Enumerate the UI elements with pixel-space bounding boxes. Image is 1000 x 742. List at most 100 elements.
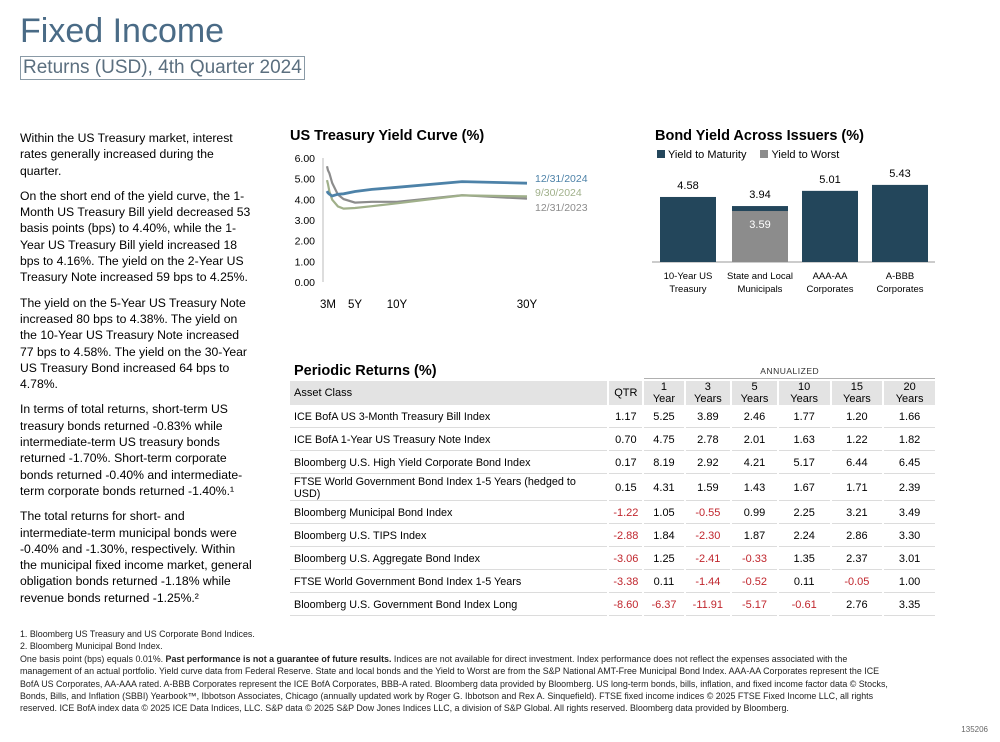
return-cell: -1.22 <box>609 503 643 524</box>
return-cell: 2.46 <box>732 407 777 428</box>
return-cell: 6.45 <box>884 453 935 474</box>
x-tick-label: 10Y <box>387 299 408 311</box>
asset-class-cell: Bloomberg U.S. Government Bond Index Lon… <box>290 595 608 616</box>
category-label: Municipals <box>738 284 783 295</box>
return-cell: 1.25 <box>644 549 684 570</box>
disclosure: One basis point (bps) equals 0.01%. Past… <box>20 653 900 715</box>
return-cell: -0.52 <box>732 572 777 593</box>
legend-swatch <box>760 150 769 158</box>
return-cell: -0.05 <box>831 572 883 593</box>
table-row: FTSE World Government Bond Index 1-5 Yea… <box>290 572 935 593</box>
return-cell: 1.20 <box>831 407 883 428</box>
return-cell: 2.24 <box>778 526 830 547</box>
table-row: FTSE World Government Bond Index 1-5 Yea… <box>290 476 935 501</box>
column-header: Asset Class <box>290 381 608 405</box>
legend-label: Yield to Maturity <box>668 149 747 161</box>
asset-class-cell: ICE BofA US 3-Month Treasury Bill Index <box>290 407 608 428</box>
return-cell: -6.37 <box>644 595 684 616</box>
x-tick-label: 30Y <box>517 299 538 311</box>
return-cell: 8.19 <box>644 453 684 474</box>
return-cell: 1.00 <box>884 572 935 593</box>
return-cell: 1.17 <box>609 407 643 428</box>
column-header: 20 Years <box>884 381 935 405</box>
asset-class-cell: FTSE World Government Bond Index 1-5 Yea… <box>290 476 608 501</box>
return-cell: 1.66 <box>884 407 935 428</box>
legend-item-ytm: Yield to Maturity <box>657 149 746 161</box>
y-tick-label: 5.00 <box>295 174 316 186</box>
bar-data-label: 5.43 <box>889 168 910 180</box>
column-header: 10 Years <box>778 381 830 405</box>
disclosure-text: One basis point (bps) equals 0.01%. <box>20 653 166 664</box>
asset-class-cell: Bloomberg U.S. TIPS Index <box>290 526 608 547</box>
asset-class-cell: Bloomberg U.S. High Yield Corporate Bond… <box>290 453 608 474</box>
return-cell: 3.30 <box>884 526 935 547</box>
bond-yield-chart: 4.58 10-Year US Treasury 3.94 3.59 State and … <box>652 168 935 295</box>
return-cell: -8.60 <box>609 595 643 616</box>
bond-yield-title: Bond Yield Across Issuers (%) <box>655 128 864 144</box>
return-cell: 1.67 <box>778 476 830 501</box>
returns-table: Periodic Returns (%) ANNUALIZED Asset Cl… <box>288 361 937 618</box>
bar-data-label: 3.94 <box>749 189 770 201</box>
return-cell: -0.33 <box>732 549 777 570</box>
y-tick-label: 2.00 <box>295 236 316 248</box>
series-label: 9/30/2024 <box>535 187 582 199</box>
y-tick-label: 1.00 <box>295 256 316 268</box>
legend-label: Yield to Worst <box>771 149 840 161</box>
footnote: 2. Bloomberg Municipal Bond Index. <box>20 641 163 652</box>
category-label: Corporates <box>877 284 924 295</box>
series-label: 12/31/2024 <box>535 173 588 185</box>
return-cell: -1.44 <box>685 572 731 593</box>
commentary-paragraph: In terms of total returns, short-term US… <box>20 402 243 498</box>
disclosure-bold: Past performance is not a guarantee of f… <box>165 653 392 664</box>
column-header: QTR <box>609 381 643 405</box>
bar-yield-to-maturity <box>660 196 716 262</box>
return-cell: -0.55 <box>685 503 731 524</box>
y-tick-label: 0.00 <box>295 277 316 289</box>
return-cell: 2.78 <box>685 430 731 451</box>
return-cell: 0.70 <box>609 430 643 451</box>
y-tick-label: 6.00 <box>295 153 316 165</box>
series-label: 12/31/2023 <box>535 202 588 214</box>
commentary-paragraph: Within the US Treasury market, interest … <box>20 131 233 178</box>
commentary-paragraph: On the short end of the yield curve, the… <box>20 188 251 285</box>
return-cell: 0.17 <box>609 453 643 474</box>
return-cell: 1.22 <box>831 430 883 451</box>
x-tick-label: 3M <box>320 299 336 311</box>
annualized-label: ANNUALIZED <box>644 363 935 379</box>
return-cell: 0.11 <box>644 572 684 593</box>
return-cell: 5.25 <box>644 407 684 428</box>
table-row: Bloomberg U.S. TIPS Index -2.88 1.84 -2.30 1… <box>290 526 935 547</box>
return-cell: 4.21 <box>732 453 777 474</box>
return-cell: 1.63 <box>778 430 830 451</box>
return-cell: 0.99 <box>732 503 777 524</box>
return-cell: -5.17 <box>732 595 777 616</box>
asset-class-cell: ICE BofA 1-Year US Treasury Note Index <box>290 430 608 451</box>
return-cell: 2.39 <box>884 476 935 501</box>
commentary-paragraph: The yield on the 5-Year US Treasury Note… <box>20 295 247 392</box>
table-row: ICE BofA US 3-Month Treasury Bill Index 1… <box>290 407 935 428</box>
returns-header-row: Asset Class QTR 1 Year 3 Years 5 Years 1… <box>290 381 935 405</box>
yield-curve-chart: 6.00 5.00 4.00 3.00 2.00 1.00 0.00 3M 5Y 10Y 30Y 12… <box>295 153 588 311</box>
return-cell: 2.92 <box>685 453 731 474</box>
return-cell: 4.31 <box>644 476 684 501</box>
return-cell: 1.87 <box>732 526 777 547</box>
commentary-paragraph: The total returns for short- and interme… <box>20 509 252 605</box>
category-label: State and Local <box>727 271 793 282</box>
column-header: 5 Years <box>732 381 777 405</box>
return-cell: 1.82 <box>884 430 935 451</box>
return-cell: 2.01 <box>732 430 777 451</box>
column-header: 15 Years <box>831 381 883 405</box>
page-id: 135206 <box>961 725 988 734</box>
return-cell: 1.43 <box>732 476 777 501</box>
return-cell: 3.21 <box>831 503 883 524</box>
return-cell: -2.41 <box>685 549 731 570</box>
bar-data-label: 5.01 <box>819 174 840 186</box>
table-row: Bloomberg Municipal Bond Index -1.22 1.05-… <box>290 503 935 524</box>
legend-item-ytw: Yield to Worst <box>760 149 839 161</box>
bar-yield-to-maturity <box>802 190 858 262</box>
column-header: 1 Year <box>644 381 684 405</box>
return-cell: 1.35 <box>778 549 830 570</box>
legend-swatch <box>657 150 665 158</box>
bar-data-label: 3.59 <box>749 219 770 231</box>
return-cell: 3.01 <box>884 549 935 570</box>
